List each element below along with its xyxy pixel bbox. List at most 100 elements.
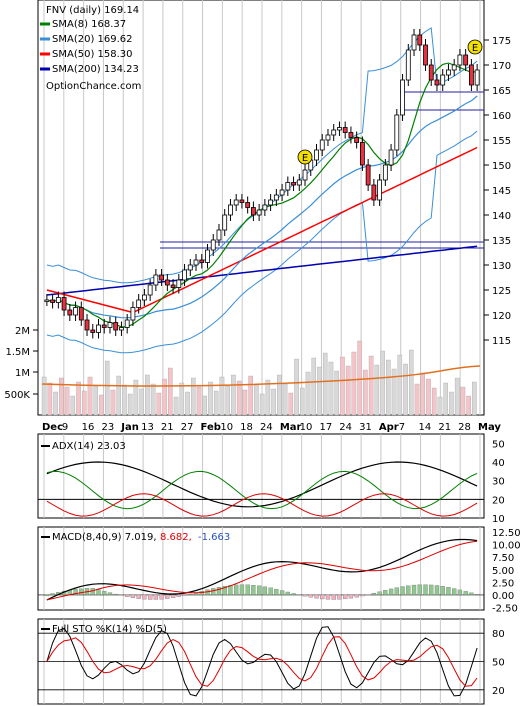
candle-body [147, 284, 153, 296]
macd-histogram-bar [320, 594, 325, 600]
macd-histogram-bar [119, 594, 124, 596]
adx-line [46, 461, 478, 508]
volume-bar [185, 391, 190, 416]
price-tick-label: 160 [492, 111, 511, 122]
volume-bar [403, 363, 408, 416]
candle-body [291, 182, 296, 186]
candle-body [239, 199, 245, 203]
macd-signal-label: 8.682, [160, 532, 192, 543]
candle-body [124, 319, 130, 328]
adx-tick-label: 30 [492, 477, 505, 488]
volume-bar [196, 386, 202, 416]
macd-histogram-bar [394, 587, 399, 596]
x-tick-label: 31 [359, 422, 372, 433]
candle-body [73, 307, 78, 316]
macd-histogram-bar [102, 590, 107, 596]
volume-bar [139, 388, 144, 416]
candle-body [411, 34, 417, 51]
macd-histogram-bar [188, 593, 193, 596]
sto-tick-label: 50 [492, 658, 505, 669]
volume-bar [248, 375, 253, 416]
candle-body [400, 79, 405, 116]
volume-bar [345, 365, 351, 416]
volume-bar [380, 350, 385, 416]
adx-tick-label: 40 [492, 458, 505, 469]
candle-body [279, 189, 285, 196]
x-tick-label: 16 [82, 422, 95, 433]
candle-body [222, 214, 228, 231]
volume-bar [294, 358, 299, 416]
candle-body [440, 74, 446, 86]
volume-average-line [41, 365, 481, 387]
macd-tick-label: 2.50 [492, 578, 514, 589]
volume-bar [282, 383, 288, 416]
price-tick-label: 135 [492, 236, 511, 247]
candle-body [302, 169, 308, 181]
volume-bar [236, 380, 242, 416]
candle-body [262, 204, 268, 211]
sto-k-line [46, 626, 478, 697]
volume-bar [82, 390, 87, 416]
volume-bar [288, 392, 294, 416]
macd-histogram-bar [440, 586, 445, 596]
macd-histogram-bar [417, 584, 422, 596]
x-tick-label: Mar [280, 422, 302, 433]
macd-histogram-bar [388, 588, 394, 596]
candle-body [228, 204, 233, 216]
macd-histogram-bar [234, 584, 239, 596]
candle-body [273, 194, 279, 201]
candle-body [245, 202, 251, 208]
volume-bar [386, 359, 391, 416]
legend-label: SMA(200) 134.23 [52, 64, 139, 75]
volume-bar [351, 351, 357, 416]
candle-body [159, 274, 165, 281]
candle-body [319, 139, 325, 151]
volume-bar [64, 386, 70, 416]
candle-body [474, 69, 480, 86]
macd-histogram-bar [354, 594, 359, 598]
volume-bar [116, 375, 121, 416]
adx-panel-frame [37, 433, 485, 519]
volume-bar [76, 381, 81, 416]
candle-body [457, 54, 463, 66]
sma8-line [46, 62, 478, 328]
candle-body [176, 279, 182, 288]
candle-body [417, 34, 423, 46]
volume-bar [368, 355, 374, 416]
volume-bar [466, 395, 471, 416]
candle-body [164, 279, 170, 286]
earnings-marker-label: E [302, 153, 308, 164]
volume-bar [322, 352, 328, 416]
adx-label: ADX(14) 23.03 [52, 441, 126, 452]
x-tick-label: Feb [201, 422, 221, 433]
macd-histogram-bar [308, 594, 313, 598]
macd-tick-label: -2.50 [492, 603, 518, 614]
x-tick-label: 9 [62, 422, 68, 433]
volume-bar [133, 379, 139, 416]
volume-bar [340, 356, 345, 416]
earnings-marker-label: E [472, 43, 478, 54]
volume-bar [259, 393, 265, 416]
macd-histogram-bar [90, 588, 95, 596]
candle-body [337, 127, 342, 131]
candle-body [325, 134, 331, 141]
adx-tick-label: 50 [492, 439, 505, 450]
macd-histogram-bar [176, 594, 181, 597]
macd-hist-label: -1.663 [198, 532, 230, 543]
volume-bar [271, 388, 276, 416]
volume-bar [409, 349, 414, 416]
candle-body [314, 149, 319, 161]
candle-body [296, 179, 302, 186]
price-tick-label: 115 [492, 336, 511, 347]
x-tick-label: 21 [161, 422, 174, 433]
candle-body [377, 179, 383, 201]
x-tick-label: 28 [458, 422, 471, 433]
sma200-line [46, 245, 478, 296]
candle-body [193, 259, 199, 266]
volume-tick-label: 1.5M [5, 347, 30, 358]
volume-bar [443, 382, 448, 416]
macd-histogram-bar [463, 591, 468, 596]
volume-bar [93, 385, 99, 416]
price-tick-label: 165 [492, 86, 511, 97]
candle-body [428, 64, 434, 81]
